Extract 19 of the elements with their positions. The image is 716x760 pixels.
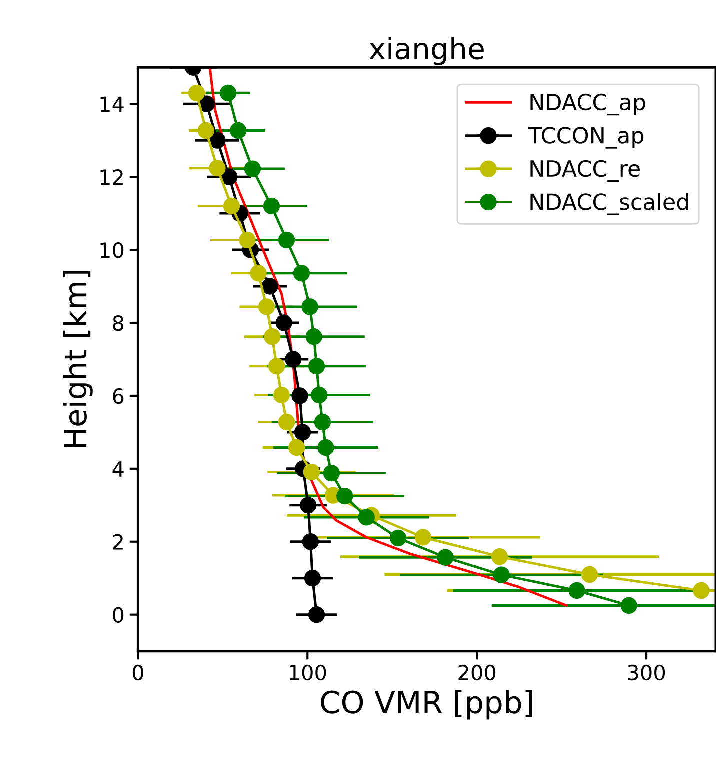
y-tick-label: 6 [113,388,124,404]
x-tick-label: 100 [290,664,326,681]
legend-label: NDACC_scaled [530,193,688,216]
y-tick-label: 2 [113,534,123,550]
x-tick-label: 200 [458,664,496,681]
y-tick-label: 10 [100,242,124,258]
y-tick-label: 8 [113,315,124,332]
y-tick-label: 4 [112,462,124,477]
x-tick-label: 0 [132,664,144,681]
legend-label: NDACC_ap [530,94,646,116]
y-tick-label: 14 [100,96,124,112]
y-axis-title: Height [km] [63,271,93,448]
legend-label: NDACC_re [530,160,640,182]
y-tick-label: 0 [113,607,124,624]
x-tick-label: 300 [628,664,666,681]
y-tick-label: 12 [100,170,123,185]
x-axis-title: CO VMR [ppb] [321,690,532,720]
legend-label: TCCON_ap [528,127,644,149]
chart-title: xianghe [370,37,484,66]
